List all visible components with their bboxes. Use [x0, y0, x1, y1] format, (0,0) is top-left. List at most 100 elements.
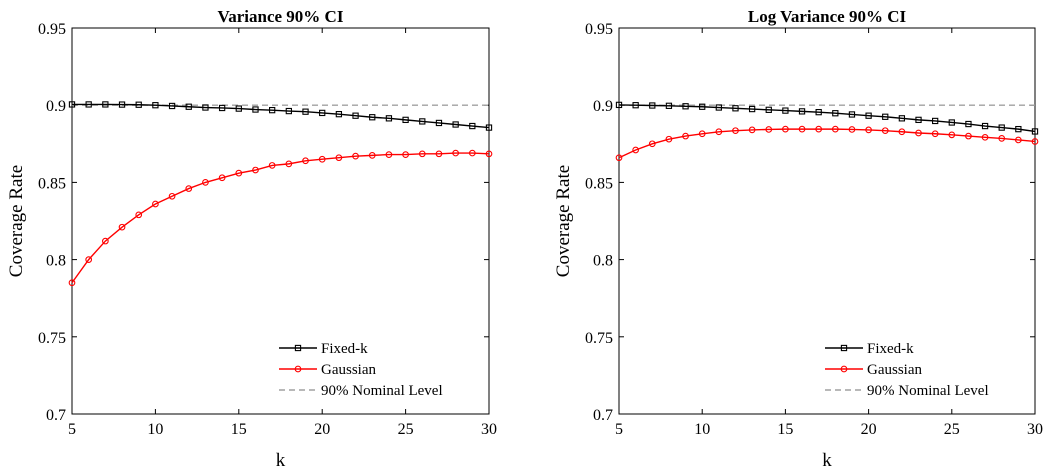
data-point: [235, 169, 243, 177]
legend-label: 90% Nominal Level: [321, 383, 443, 399]
y-tick-label: 0.95: [585, 21, 613, 38]
data-point: [699, 103, 706, 110]
series-line: [618, 104, 1036, 133]
data-point: [152, 102, 159, 109]
y-tick-label: 0.7: [593, 407, 613, 424]
data-point: [118, 223, 126, 231]
data-point: [798, 108, 806, 115]
y-tick-label: 0.7: [46, 407, 66, 424]
x-axis-label: k: [276, 450, 286, 471]
plot-area: [71, 27, 490, 415]
data-point: [732, 127, 739, 135]
data-point: [865, 126, 872, 134]
data-point: [285, 107, 292, 115]
data-point: [782, 107, 789, 114]
legend-item: Gaussian: [279, 362, 376, 378]
data-point: [269, 106, 276, 114]
x-tick-label: 5: [615, 421, 623, 438]
data-point: [352, 152, 359, 160]
data-point: [898, 115, 906, 122]
x-tick-label: 5: [68, 421, 76, 438]
data-point: [302, 108, 309, 115]
y-tick-label: 0.75: [38, 330, 66, 347]
data-point: [748, 105, 756, 113]
data-point: [318, 155, 326, 163]
y-tick-label: 0.95: [38, 21, 66, 38]
y-tick-label: 0.8: [593, 253, 613, 270]
data-point: [665, 135, 673, 143]
data-point: [202, 179, 209, 186]
data-point: [85, 256, 93, 263]
data-point: [385, 115, 393, 122]
x-tick-label: 30: [481, 421, 497, 438]
data-point: [435, 150, 443, 158]
data-point: [715, 128, 723, 136]
series-fixed-k: [615, 101, 1039, 135]
data-point: [632, 146, 639, 154]
data-point: [252, 106, 259, 113]
data-point: [369, 114, 376, 121]
data-point: [882, 113, 889, 120]
data-point: [981, 122, 989, 130]
legend: Fixed-k Gaussian 90% Nominal Level: [825, 341, 989, 399]
data-point: [981, 133, 989, 141]
data-point: [285, 160, 293, 168]
legend-marker: [294, 365, 302, 373]
data-point: [765, 106, 772, 113]
data-point: [965, 132, 972, 140]
data-point: [402, 116, 409, 124]
legend-label: Gaussian: [867, 362, 922, 378]
data-point: [235, 105, 242, 112]
data-point: [252, 166, 259, 174]
data-point: [335, 154, 343, 162]
data-point: [965, 120, 972, 128]
data-point: [485, 150, 493, 158]
legend-marker: [840, 365, 848, 373]
chart-panel-1: Variance 90% CI 5 10 15 20 25 30 0.7 0.75 0.8 0.85…: [6, 7, 497, 471]
data-point: [118, 101, 126, 108]
x-tick-label: 10: [147, 421, 163, 438]
data-point: [715, 104, 722, 111]
y-tick-label: 0.8: [46, 253, 66, 270]
data-point: [168, 102, 176, 110]
data-point: [815, 125, 823, 133]
series-line: [72, 103, 490, 129]
data-point: [368, 152, 376, 159]
plot-area: [618, 27, 1036, 415]
data-point: [848, 111, 856, 118]
data-point: [915, 129, 922, 137]
y-tick-label: 0.85: [38, 175, 66, 192]
data-point: [335, 111, 343, 118]
data-point: [632, 102, 639, 109]
data-point: [698, 130, 706, 138]
data-point: [915, 116, 922, 124]
data-point: [1031, 128, 1039, 135]
data-point: [948, 131, 956, 139]
data-point: [682, 103, 689, 110]
data-point: [1015, 125, 1022, 133]
data-point: [218, 104, 226, 112]
data-point: [998, 124, 1005, 131]
data-point: [102, 101, 109, 108]
data-point: [418, 150, 426, 158]
series-gaussian: [615, 125, 1039, 162]
data-point: [435, 119, 443, 127]
series-fixed-k: [68, 101, 493, 131]
data-point: [732, 105, 739, 112]
data-point: [68, 279, 76, 287]
x-tick-label: 25: [944, 421, 960, 438]
data-point: [898, 128, 906, 136]
legend-label: Fixed-k: [321, 341, 368, 357]
y-axis-label: Coverage Rate: [553, 165, 574, 277]
data-point: [1031, 138, 1039, 145]
x-tick-label: 25: [398, 421, 414, 438]
data-point: [665, 102, 673, 109]
data-point: [948, 119, 955, 126]
legend-label: 90% Nominal Level: [867, 383, 989, 399]
data-point: [615, 154, 623, 162]
data-point: [682, 132, 689, 140]
data-point: [931, 130, 939, 138]
data-point: [881, 127, 889, 135]
data-point: [319, 109, 326, 117]
data-point: [102, 237, 109, 245]
